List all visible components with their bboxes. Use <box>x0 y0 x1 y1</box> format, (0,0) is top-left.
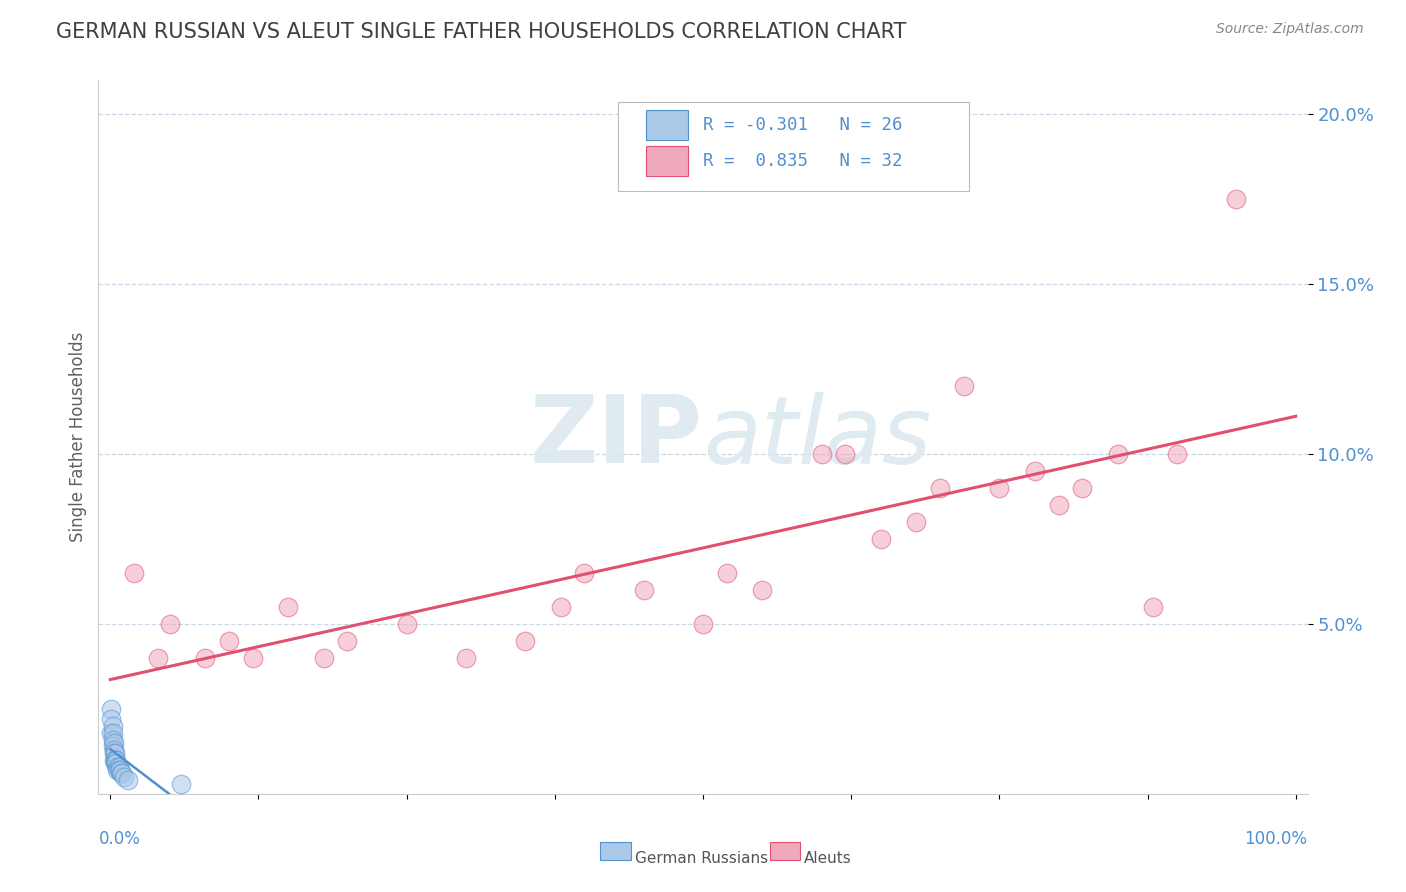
FancyBboxPatch shape <box>647 146 689 176</box>
Point <box>1166 447 1188 461</box>
Point <box>242 651 264 665</box>
FancyBboxPatch shape <box>600 842 631 860</box>
FancyBboxPatch shape <box>769 842 800 860</box>
Point <box>105 756 128 771</box>
Point <box>111 766 134 780</box>
Point <box>952 379 974 393</box>
Text: ZIP: ZIP <box>530 391 703 483</box>
Point <box>100 702 122 716</box>
Text: R = -0.301   N = 26: R = -0.301 N = 26 <box>703 116 903 134</box>
Point <box>1225 192 1247 206</box>
Point <box>834 447 856 461</box>
Text: 100.0%: 100.0% <box>1244 830 1308 847</box>
Text: Source: ZipAtlas.com: Source: ZipAtlas.com <box>1216 22 1364 37</box>
Point <box>122 566 145 580</box>
Text: GERMAN RUSSIAN VS ALEUT SINGLE FATHER HOUSEHOLDS CORRELATION CHART: GERMAN RUSSIAN VS ALEUT SINGLE FATHER HO… <box>56 22 907 42</box>
Point <box>1107 447 1129 461</box>
Point <box>170 777 193 791</box>
Point <box>103 746 125 760</box>
Point <box>104 746 127 760</box>
Point <box>395 617 418 632</box>
Point <box>312 651 335 665</box>
Point <box>101 719 124 733</box>
Point <box>751 582 773 597</box>
FancyBboxPatch shape <box>647 111 689 140</box>
Text: German Russians: German Russians <box>636 851 768 866</box>
Text: 0.0%: 0.0% <box>98 830 141 847</box>
Point <box>117 773 139 788</box>
Point <box>550 599 572 614</box>
Point <box>159 617 181 632</box>
Point <box>1071 481 1094 495</box>
Point <box>103 742 125 756</box>
Point <box>103 736 125 750</box>
Text: Aleuts: Aleuts <box>804 851 852 866</box>
Point <box>905 515 928 529</box>
Point <box>277 599 299 614</box>
Text: R =  0.835   N = 32: R = 0.835 N = 32 <box>703 152 903 169</box>
Point <box>218 634 240 648</box>
Point <box>101 732 124 747</box>
Point <box>101 725 124 739</box>
Point <box>107 760 129 774</box>
Point <box>108 763 131 777</box>
Point <box>716 566 738 580</box>
Point <box>194 651 217 665</box>
Point <box>103 753 125 767</box>
Point <box>105 760 128 774</box>
FancyBboxPatch shape <box>619 102 969 191</box>
Point <box>104 756 127 771</box>
Point <box>100 712 122 726</box>
Point <box>104 753 127 767</box>
Point <box>692 617 714 632</box>
Point <box>107 763 129 777</box>
Point <box>100 725 122 739</box>
Point <box>929 481 952 495</box>
Point <box>110 766 132 780</box>
Point <box>454 651 477 665</box>
Point <box>988 481 1011 495</box>
Point <box>574 566 596 580</box>
Point <box>633 582 655 597</box>
Point <box>1142 599 1164 614</box>
Point <box>810 447 832 461</box>
Point <box>101 739 124 754</box>
Point <box>105 753 128 767</box>
Point <box>1047 498 1070 512</box>
Point <box>869 532 891 546</box>
Text: atlas: atlas <box>703 392 931 483</box>
Point <box>146 651 169 665</box>
Y-axis label: Single Father Households: Single Father Households <box>69 332 87 542</box>
Point <box>515 634 537 648</box>
Point <box>1024 464 1046 478</box>
Point <box>105 763 128 777</box>
Point <box>336 634 359 648</box>
Point <box>114 770 136 784</box>
